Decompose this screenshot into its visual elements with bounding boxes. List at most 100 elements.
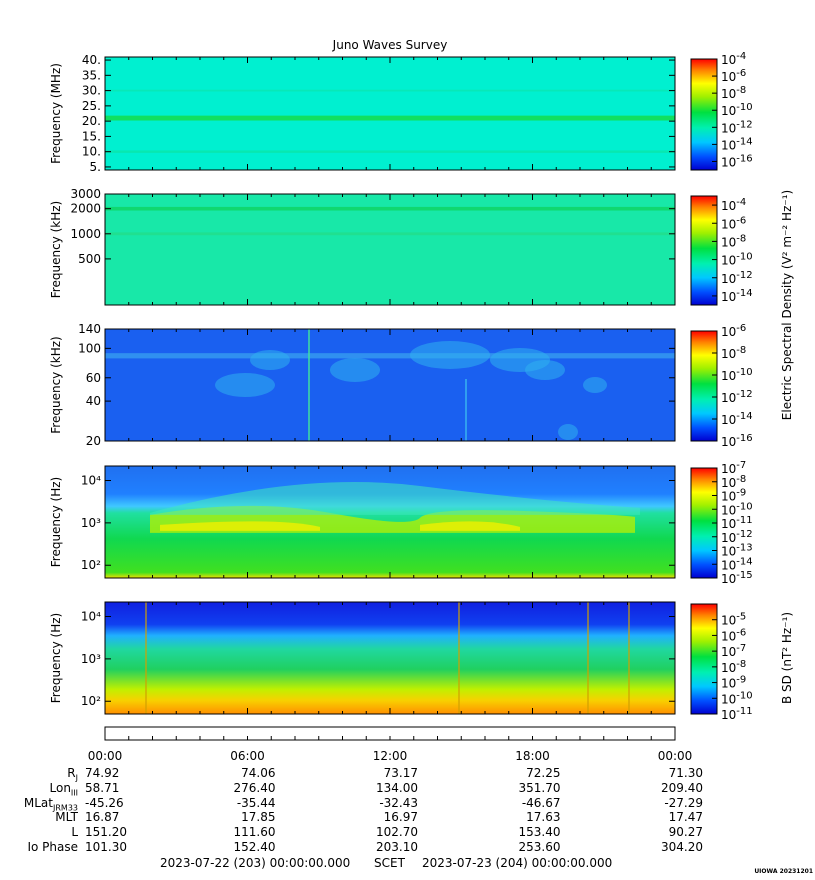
ephem-value: 253.60 — [518, 840, 561, 854]
x-tick-label: 18:00 — [515, 749, 550, 763]
y-tick-label: 10. — [82, 145, 101, 159]
x-tick-label: 12:00 — [373, 749, 408, 763]
colorbar-tick-label: 10-14 — [721, 136, 753, 152]
ephem-value: 17.85 — [241, 810, 276, 824]
y-tick-label: 5. — [90, 160, 101, 174]
y-tick-label: 1000 — [70, 227, 101, 241]
ephem-value: 17.63 — [526, 810, 561, 824]
y-tick-label: 30. — [82, 84, 101, 98]
y-tick-label: 10³ — [81, 652, 101, 666]
ephem-value: 72.25 — [526, 766, 561, 780]
colorbar-tick-label: 10-8 — [721, 659, 746, 675]
ephem-value: 90.27 — [668, 825, 703, 839]
radio-emission-patch — [583, 377, 607, 393]
colorbar-tick-label: 10-14 — [721, 556, 753, 572]
y-tick-label: 500 — [78, 252, 101, 266]
spectrogram-hfr-low — [105, 194, 675, 305]
radio-emission-patch — [410, 341, 490, 369]
ephem-label-mlt: MLT — [55, 810, 78, 824]
radio-emission-patch — [558, 424, 578, 440]
colorbar-tick-label: 10-8 — [721, 233, 746, 249]
colorbar-tick-label: 10-14 — [721, 288, 753, 304]
ephem-value: 152.40 — [233, 840, 276, 854]
colorbar-tick-label: 10-8 — [721, 85, 746, 101]
ephem-value: 74.92 — [85, 766, 120, 780]
colorbar-tick-label: 10-10 — [721, 252, 753, 268]
y-tick-label: 100 — [78, 341, 101, 355]
y-tick-label: 25. — [82, 99, 101, 113]
colorbar-tick-label: 10-4 — [721, 197, 746, 213]
ephem-value: -32.43 — [379, 796, 418, 810]
ephem-value: 58.71 — [85, 781, 120, 795]
colorbar-tick-label: 10-10 — [721, 102, 753, 118]
colorbar-tick-label: 10-7 — [721, 643, 746, 659]
colorbar-label-magnetic: B SD (nT² Hz⁻¹) — [780, 612, 794, 704]
hiss-core — [160, 521, 320, 531]
panel-lfr-low: 10² 10³ 10⁴ Frequency (Hz) 10-710-810-910-10… — [49, 460, 753, 586]
colorbar-tick-label: 10-16 — [721, 153, 753, 169]
panel-lfr-high: 20 40 60 100 140 Frequency (kHz) 10-6 10-8 10-10… — [49, 322, 753, 449]
ephem-value: -45.26 — [85, 796, 124, 810]
colorbar-tick-label: 10-12 — [721, 270, 753, 286]
y-tick-label: 10² — [81, 558, 101, 572]
ephem-value: -46.67 — [521, 796, 561, 810]
hiss-core — [420, 521, 520, 531]
footer-start: 2023-07-22 (203) 00:00:00.000 — [160, 856, 351, 870]
ephem-value: 304.20 — [661, 840, 703, 854]
radio-emission-patch — [215, 373, 275, 397]
y-tick-label: 10³ — [81, 516, 101, 530]
emission-band — [105, 353, 675, 359]
colorbar-tick-label: 10-4 — [721, 51, 746, 67]
y-tick-label: 10⁴ — [81, 474, 101, 488]
x-tick-label: 00:00 — [658, 749, 693, 763]
ephem-value: 101.30 — [85, 840, 127, 854]
ephem-value: 351.70 — [518, 781, 561, 795]
emission-band — [105, 115, 675, 121]
spectrogram-mag — [105, 602, 675, 714]
ephem-value: 74.06 — [241, 766, 276, 780]
radio-emission-patch — [330, 358, 380, 382]
colorbar-tick-label: 10-5 — [721, 612, 746, 628]
y-tick-label: 40. — [82, 53, 101, 67]
y-axis-label: Frequency (Hz) — [49, 477, 63, 568]
y-tick-label: 10² — [81, 694, 101, 708]
colorbar — [690, 58, 718, 171]
colorbar-tick-label: 10-12 — [721, 119, 753, 135]
ephem-label-rj: RJ — [67, 766, 78, 783]
y-tick-label: 40 — [86, 394, 101, 408]
colorbar-tick-label: 10-12 — [721, 529, 753, 545]
y-tick-label: 60 — [86, 371, 101, 385]
colorbar-tick-label: 10-12 — [721, 389, 753, 405]
spectrogram-lfr-high — [105, 329, 675, 441]
footer-end: 2023-07-23 (204) 00:00:00.000 — [422, 856, 613, 870]
colorbar-tick-label: 10-9 — [721, 675, 746, 691]
colorbar-tick-label: 10-6 — [721, 68, 746, 84]
ephem-value: -27.29 — [664, 796, 703, 810]
colorbar — [690, 603, 718, 715]
y-tick-label: 2000 — [70, 202, 101, 216]
whistler-region — [150, 482, 640, 515]
ephem-value: 209.40 — [661, 781, 703, 795]
colorbar — [690, 195, 718, 306]
ephem-value: 153.40 — [518, 825, 561, 839]
x-tick-label: 06:00 — [230, 749, 265, 763]
colorbar — [690, 330, 718, 442]
emission-band — [105, 89, 675, 92]
ephem-value: 102.70 — [376, 825, 418, 839]
colorbar-tick-label: 10-8 — [721, 474, 746, 490]
colorbar-tick-label: 10-7 — [721, 460, 746, 476]
colorbar-tick-label: 10-6 — [721, 323, 746, 339]
ephem-label-lon: LonIII — [49, 781, 79, 798]
emission-band — [105, 206, 675, 211]
radio-emission-patch — [525, 360, 565, 380]
radio-emission-patch — [250, 350, 290, 370]
stamp: UIOWA 20231201 — [754, 868, 813, 875]
colorbar-tick-label: 10-8 — [721, 345, 746, 361]
colorbar-tick-label: 10-11 — [721, 515, 753, 531]
y-tick-label: 35. — [82, 68, 101, 82]
y-tick-label: 15. — [82, 129, 101, 143]
colorbar-tick-label: 10-9 — [721, 488, 746, 504]
